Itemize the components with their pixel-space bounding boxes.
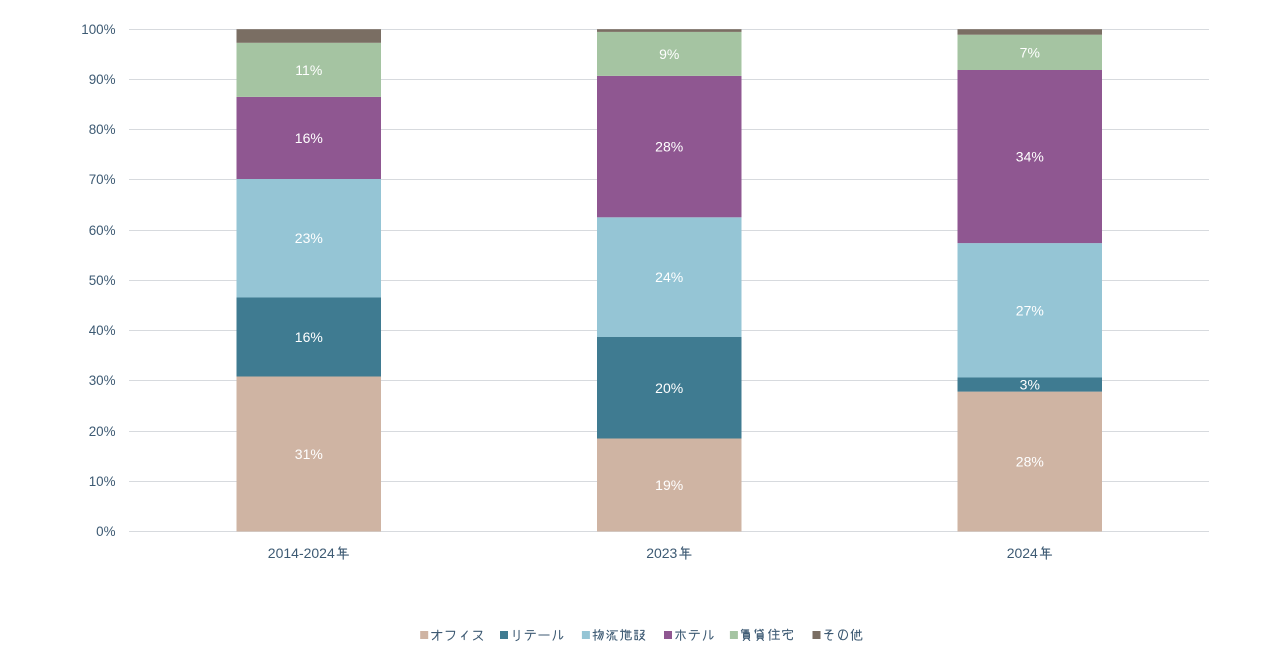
svg-text:20%: 20% [655,380,683,396]
svg-text:19%: 19% [655,477,683,493]
svg-text:3%: 3% [1020,377,1040,393]
svg-text:27%: 27% [1016,302,1044,318]
svg-text:23%: 23% [295,230,323,246]
svg-text:10%: 10% [89,474,116,489]
svg-text:7%: 7% [1020,44,1040,60]
svg-text:70%: 70% [89,172,116,187]
svg-text:9%: 9% [659,46,679,62]
svg-text:34%: 34% [1016,149,1044,165]
svg-text:24%: 24% [655,269,683,285]
svg-text:0%: 0% [96,524,115,539]
svg-text:90%: 90% [89,72,116,87]
svg-text:16%: 16% [295,130,323,146]
svg-text:2024: 2024 [1007,545,1038,561]
svg-text:28%: 28% [1016,454,1044,470]
svg-text:28%: 28% [655,139,683,155]
svg-text:80%: 80% [89,122,116,137]
svg-text:60%: 60% [89,223,116,238]
svg-text:50%: 50% [89,273,116,288]
svg-text:2023: 2023 [646,545,677,561]
svg-text:40%: 40% [89,323,116,338]
svg-text:30%: 30% [89,373,116,388]
svg-text:100%: 100% [81,22,115,37]
svg-text:2014-2024: 2014-2024 [268,545,335,561]
svg-text:11%: 11% [295,62,322,78]
svg-text:31%: 31% [295,446,323,462]
svg-text:16%: 16% [295,329,323,345]
svg-text:20%: 20% [89,424,116,439]
